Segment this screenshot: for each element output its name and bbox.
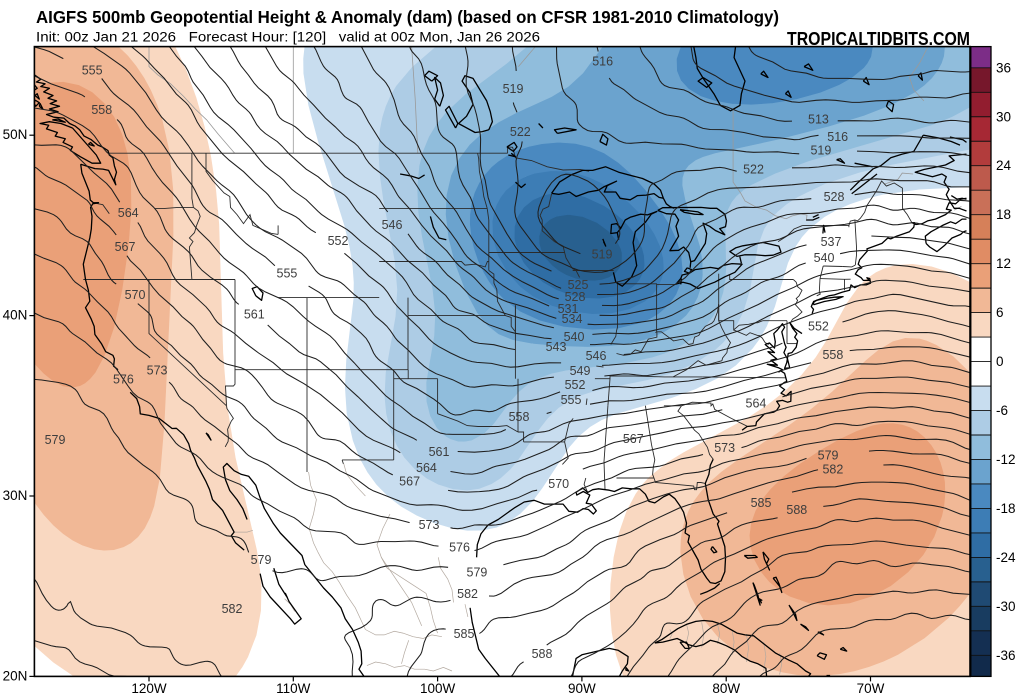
svg-text:36: 36 (996, 60, 1011, 75)
svg-text:30N: 30N (3, 488, 28, 503)
svg-text:50N: 50N (3, 127, 28, 142)
svg-text:579: 579 (467, 566, 488, 580)
svg-text:522: 522 (510, 125, 531, 139)
svg-text:-24: -24 (996, 550, 1016, 565)
svg-text:558: 558 (91, 103, 112, 117)
svg-text:-30: -30 (996, 599, 1016, 614)
svg-text:90W: 90W (568, 681, 596, 696)
svg-text:546: 546 (382, 218, 403, 232)
svg-text:0: 0 (996, 354, 1004, 369)
svg-text:579: 579 (818, 449, 839, 463)
svg-text:516: 516 (827, 130, 848, 144)
svg-text:70W: 70W (857, 681, 885, 696)
svg-text:-36: -36 (996, 648, 1016, 663)
svg-text:558: 558 (822, 348, 843, 362)
svg-text:555: 555 (82, 64, 103, 78)
svg-text:TROPICALTIDBITS.COM: TROPICALTIDBITS.COM (787, 28, 970, 49)
svg-text:519: 519 (503, 82, 524, 96)
svg-text:540: 540 (564, 330, 585, 344)
svg-text:582: 582 (222, 602, 243, 616)
svg-text:561: 561 (429, 445, 450, 459)
svg-text:549: 549 (570, 364, 591, 378)
svg-text:564: 564 (416, 461, 437, 475)
svg-text:573: 573 (419, 518, 440, 532)
svg-text:567: 567 (115, 240, 136, 254)
svg-text:573: 573 (714, 441, 735, 455)
svg-text:20N: 20N (3, 668, 28, 683)
svg-text:588: 588 (532, 647, 553, 661)
svg-text:546: 546 (586, 349, 607, 363)
svg-text:588: 588 (786, 503, 807, 517)
svg-text:585: 585 (751, 496, 772, 510)
svg-text:AIGFS 500mb Geopotential Heigh: AIGFS 500mb Geopotential Height & Anomal… (36, 7, 779, 27)
svg-text:558: 558 (509, 410, 530, 424)
svg-text:543: 543 (546, 340, 567, 354)
svg-text:513: 513 (808, 113, 829, 127)
svg-text:576: 576 (113, 372, 134, 386)
svg-text:567: 567 (399, 474, 420, 488)
svg-text:519: 519 (810, 144, 831, 158)
svg-text:552: 552 (328, 234, 349, 248)
svg-text:564: 564 (746, 396, 767, 410)
svg-text:516: 516 (592, 54, 613, 68)
svg-text:18: 18 (996, 207, 1011, 222)
svg-text:-6: -6 (996, 403, 1008, 418)
svg-text:540: 540 (814, 251, 835, 265)
svg-text:567: 567 (623, 432, 644, 446)
svg-text:528: 528 (824, 190, 845, 204)
svg-text:110W: 110W (276, 681, 311, 696)
svg-text:Init: 00z Jan 21 2026 Foreca: Init: 00z Jan 21 2026 Forecast Hour: [12… (36, 30, 540, 45)
svg-text:576: 576 (449, 541, 470, 555)
svg-text:537: 537 (821, 235, 842, 249)
svg-text:6: 6 (996, 305, 1004, 320)
svg-text:555: 555 (561, 393, 582, 407)
svg-text:519: 519 (592, 247, 613, 261)
svg-text:80W: 80W (712, 681, 740, 696)
svg-text:-12: -12 (996, 452, 1016, 467)
svg-text:555: 555 (277, 267, 298, 281)
svg-text:522: 522 (743, 163, 764, 177)
svg-text:525: 525 (568, 278, 589, 292)
svg-text:585: 585 (454, 627, 475, 641)
svg-text:552: 552 (565, 378, 586, 392)
svg-text:582: 582 (822, 462, 843, 476)
svg-text:564: 564 (118, 206, 139, 220)
svg-text:534: 534 (562, 312, 583, 326)
svg-text:24: 24 (996, 158, 1012, 173)
svg-text:573: 573 (147, 363, 168, 377)
svg-text:40N: 40N (3, 308, 28, 323)
svg-text:570: 570 (548, 477, 569, 491)
svg-text:531: 531 (558, 302, 579, 316)
svg-text:30: 30 (996, 109, 1011, 124)
svg-text:-18: -18 (996, 501, 1016, 516)
svg-text:570: 570 (125, 288, 146, 302)
svg-text:579: 579 (251, 553, 272, 567)
svg-text:582: 582 (457, 587, 478, 601)
svg-text:12: 12 (996, 256, 1011, 271)
svg-text:552: 552 (808, 320, 829, 334)
svg-text:561: 561 (244, 307, 265, 321)
svg-text:579: 579 (45, 433, 66, 447)
svg-text:100W: 100W (420, 681, 456, 696)
svg-text:528: 528 (565, 290, 586, 304)
svg-text:120W: 120W (131, 681, 167, 696)
